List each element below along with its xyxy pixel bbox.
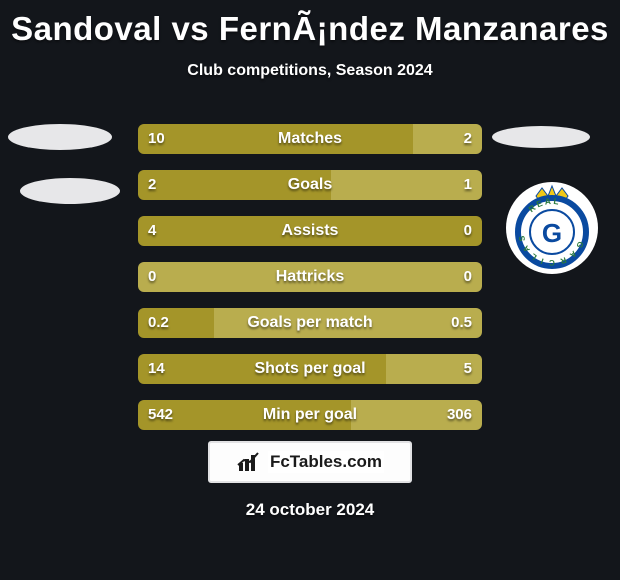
stat-label: Matches [138, 124, 482, 154]
brand-label: FcTables.com [268, 451, 384, 473]
svg-text:G: G [542, 218, 562, 248]
brand-chart-icon [236, 451, 262, 473]
stat-row: 00Hattricks [138, 262, 482, 292]
stat-label: Goals [138, 170, 482, 200]
page-title: Sandoval vs FernÃ¡ndez Manzanares [0, 0, 620, 48]
stat-label: Goals per match [138, 308, 482, 338]
player-right-ellipse [492, 126, 590, 148]
stat-label: Assists [138, 216, 482, 246]
stat-row: 145Shots per goal [138, 354, 482, 384]
stat-label: Shots per goal [138, 354, 482, 384]
stat-label: Hattricks [138, 262, 482, 292]
player-left-ellipse-2 [20, 178, 120, 204]
stat-row: 102Matches [138, 124, 482, 154]
stat-row: 542306Min per goal [138, 400, 482, 430]
date-label: 24 october 2024 [0, 500, 620, 520]
club-badge-icon: G REAL G A R C I L A S O [506, 182, 598, 274]
brand-box: FcTables.com [208, 441, 412, 483]
stat-label: Min per goal [138, 400, 482, 430]
player-left-ellipse-1 [8, 124, 112, 150]
stat-row: 0.20.5Goals per match [138, 308, 482, 338]
stat-row: 21Goals [138, 170, 482, 200]
page-subtitle: Club competitions, Season 2024 [0, 62, 620, 80]
stat-bars-container: 102Matches 21Goals 40Assists 00Hattricks 0.2… [138, 124, 482, 446]
stat-row: 40Assists [138, 216, 482, 246]
club-badge: G REAL G A R C I L A S O [506, 182, 598, 274]
